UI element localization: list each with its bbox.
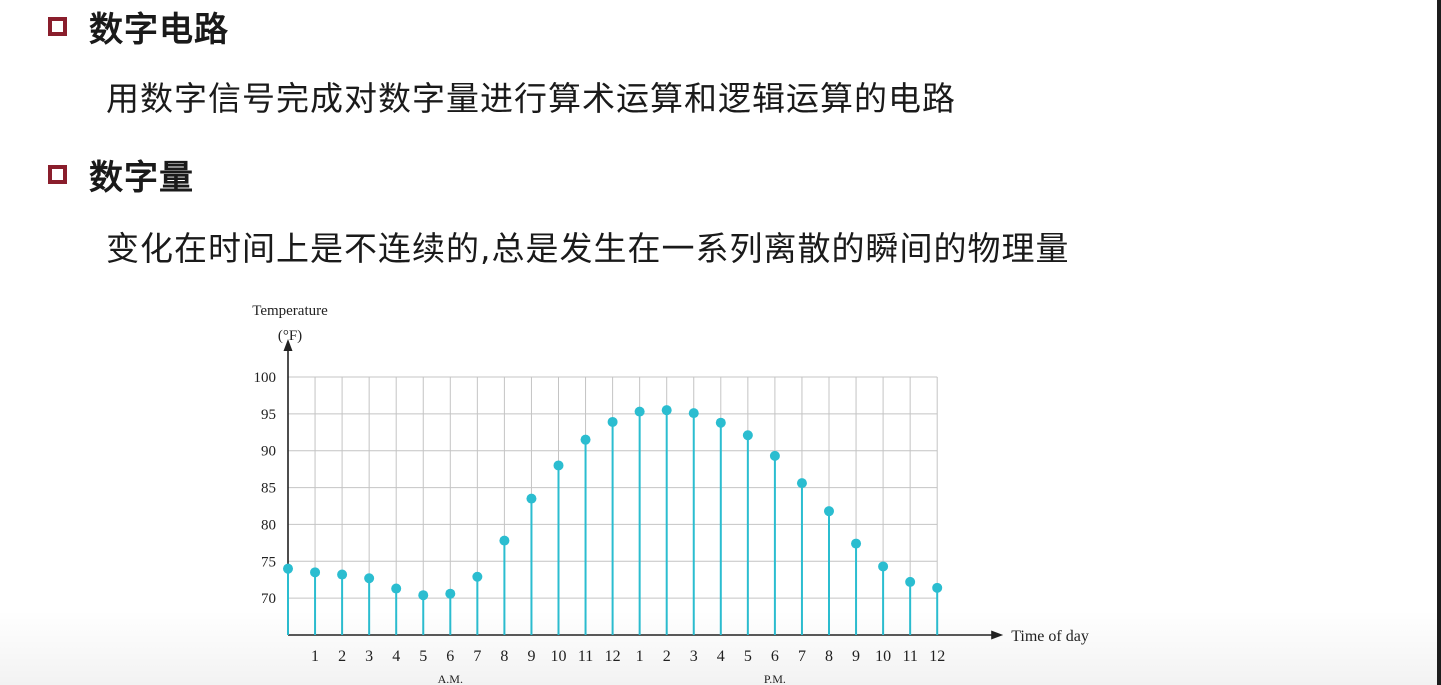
x-tick-label: 11 — [578, 648, 593, 665]
x-tick-label: 2 — [338, 648, 346, 665]
y-axis-label: Temperature — [252, 303, 328, 319]
heading-digital-circuit-text: 数字电路 — [89, 10, 229, 50]
data-point — [526, 493, 537, 504]
x-tick-label: 4 — [392, 648, 400, 665]
digital-circuit-definition: 用数字信号完成对数字量进行算术运算和逻辑运算的电路 — [106, 79, 956, 118]
data-point — [688, 408, 699, 419]
heading-digital-quantity-text: 数字量 — [89, 158, 194, 198]
data-point — [824, 506, 834, 517]
square-bullet-icon — [48, 165, 67, 184]
y-tick-label: 75 — [261, 554, 276, 570]
data-point — [283, 563, 293, 574]
am-period-label: A.M. — [438, 672, 463, 685]
y-tick-label: 95 — [261, 407, 276, 423]
right-edge-border — [1437, 0, 1441, 685]
y-tick-label: 100 — [254, 370, 277, 386]
x-tick-label: 10 — [551, 648, 567, 665]
data-point — [337, 569, 348, 580]
data-point — [634, 406, 645, 417]
data-point — [742, 430, 753, 441]
x-tick-label: 6 — [771, 648, 779, 665]
x-tick-label: 10 — [875, 648, 891, 665]
data-point — [445, 588, 456, 599]
x-tick-label: 5 — [744, 648, 752, 665]
digital-quantity-definition: 变化在时间上是不连续的,总是发生在一系列离散的瞬间的物理量 — [106, 229, 1070, 268]
x-tick-label: 8 — [825, 648, 833, 665]
x-tick-label: 4 — [717, 648, 725, 665]
data-point — [769, 450, 780, 461]
x-tick-label: 11 — [902, 648, 917, 665]
data-point — [715, 417, 726, 428]
x-tick-label: 2 — [663, 648, 671, 665]
y-axis-unit-label: (°F) — [278, 328, 302, 344]
x-tick-label: 1 — [311, 648, 319, 665]
y-tick-label: 80 — [261, 517, 276, 533]
data-point — [553, 460, 564, 471]
x-tick-label: 1 — [636, 648, 644, 665]
x-axis-arrow-icon — [991, 630, 1004, 640]
data-point — [364, 573, 375, 584]
data-point — [661, 405, 672, 416]
data-point — [580, 434, 591, 445]
data-point — [796, 478, 807, 489]
data-point — [851, 538, 862, 549]
data-point — [418, 590, 429, 601]
heading-digital-quantity: 数字量 — [48, 150, 194, 199]
square-bullet-icon — [48, 17, 67, 36]
x-tick-label: 3 — [690, 648, 698, 665]
heading-digital-circuit: 数字电路 — [48, 2, 229, 51]
x-tick-label: 9 — [527, 648, 535, 665]
x-tick-label: 8 — [500, 648, 508, 665]
y-tick-label: 90 — [261, 444, 276, 460]
x-tick-label: 5 — [419, 648, 427, 665]
data-point — [878, 561, 889, 572]
data-point — [932, 582, 943, 593]
data-point — [310, 567, 321, 578]
x-tick-label: 7 — [798, 648, 806, 665]
x-tick-label: 12 — [929, 648, 945, 665]
y-tick-label: 70 — [261, 591, 276, 607]
x-tick-label: 9 — [852, 648, 860, 665]
y-tick-label: 85 — [261, 481, 276, 497]
y-axis-arrow-icon — [283, 339, 293, 351]
x-tick-label: 7 — [473, 648, 481, 665]
data-point — [499, 535, 510, 546]
data-point — [472, 571, 483, 582]
data-point — [905, 576, 916, 587]
pm-period-label: P.M. — [764, 672, 786, 685]
x-axis-label: Time of day — [1011, 628, 1089, 645]
x-tick-label: 3 — [365, 648, 373, 665]
data-point — [391, 583, 402, 594]
x-tick-label: 6 — [446, 648, 454, 665]
x-tick-label: 12 — [605, 648, 621, 665]
data-point — [607, 416, 618, 427]
